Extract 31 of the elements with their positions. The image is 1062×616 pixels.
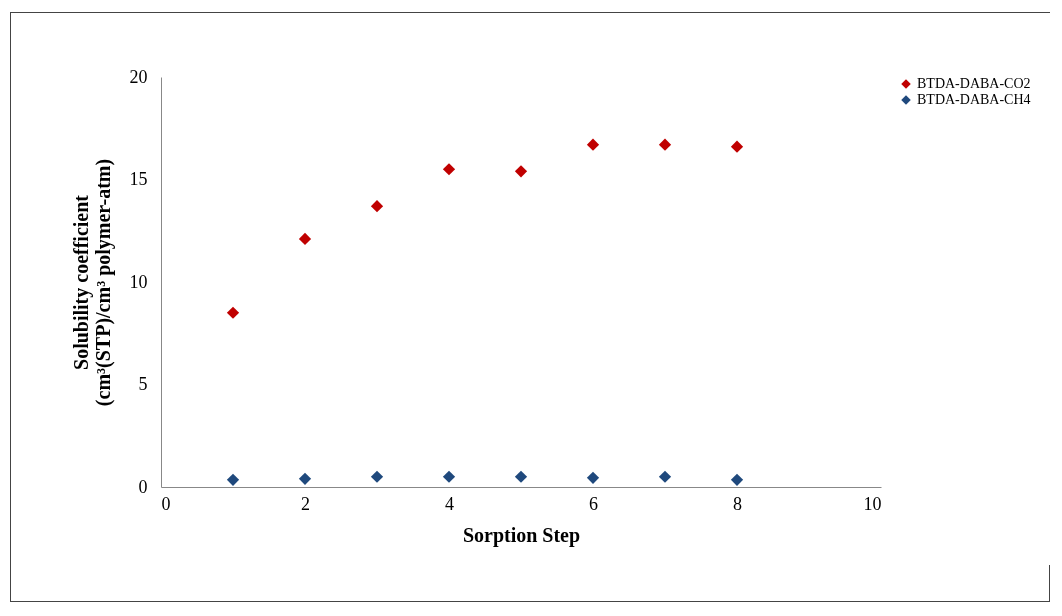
point bbox=[586, 471, 600, 484]
x-axis-title: Sorption Step bbox=[462, 523, 581, 547]
y-tick-label: 10 bbox=[129, 271, 148, 292]
point bbox=[658, 138, 672, 151]
legend-label: BTDA-DABA-CO2 bbox=[917, 76, 1031, 91]
point bbox=[658, 470, 672, 483]
x-tick-label: 4 bbox=[445, 493, 454, 514]
point bbox=[298, 472, 312, 485]
y-tick-label: 0 bbox=[138, 476, 148, 497]
point bbox=[730, 473, 744, 486]
point bbox=[370, 200, 384, 213]
y-tick-label: 20 bbox=[129, 66, 148, 87]
x-tick-label: 2 bbox=[301, 493, 310, 514]
point bbox=[514, 470, 528, 483]
point bbox=[730, 140, 744, 153]
legend-label: BTDA-DABA-CH4 bbox=[917, 92, 1031, 107]
y-tick-label: 5 bbox=[138, 374, 148, 394]
point bbox=[514, 165, 528, 178]
x-tick-label: 10 bbox=[863, 493, 882, 514]
y-axis-title: Solubility coefficient (cm³(STP)/cm³ polymer-atm) bbox=[69, 158, 115, 407]
point bbox=[298, 232, 312, 246]
point bbox=[226, 473, 240, 486]
point bbox=[586, 138, 600, 151]
point bbox=[442, 470, 456, 483]
x-tick-label: 0 bbox=[161, 493, 171, 514]
x-tick-label: 6 bbox=[589, 493, 598, 514]
point bbox=[370, 470, 384, 483]
point bbox=[226, 306, 240, 319]
point bbox=[442, 163, 456, 176]
x-tick-label: 8 bbox=[733, 493, 742, 514]
y-tick-label: 15 bbox=[129, 169, 148, 189]
